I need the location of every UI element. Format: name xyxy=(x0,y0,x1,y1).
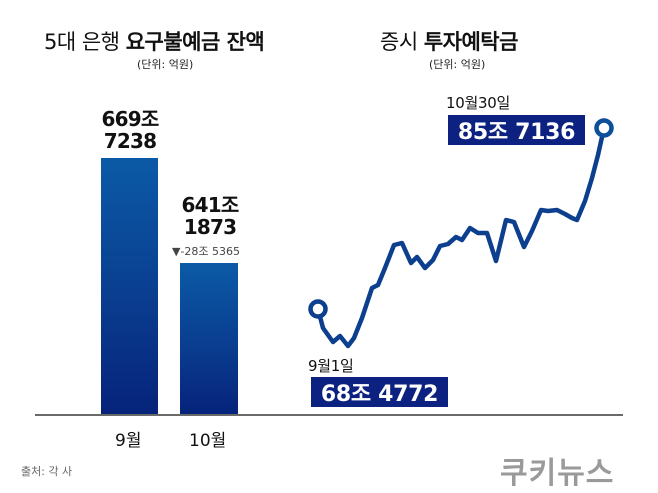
x-label-sep: 9월 xyxy=(115,431,142,451)
x-axis-baseline xyxy=(35,414,623,416)
bar-oct xyxy=(180,263,238,415)
end-date-label: 10월30일 xyxy=(446,94,510,112)
end-value: 85조 7136 xyxy=(457,120,576,145)
x-label-oct: 10월 xyxy=(189,431,227,451)
bar-value-line2: 1873 xyxy=(183,215,237,239)
end-value-box: 85조 7136 xyxy=(448,115,585,145)
left-chart-title: 5대 은행 요구불예금 잔액 xyxy=(44,26,265,56)
start-value-box: 68조 4772 xyxy=(311,377,448,407)
bar-value-line2: 7238 xyxy=(103,129,157,153)
deposit-line xyxy=(315,125,607,349)
source-label: 출처: 각 사 xyxy=(21,465,73,478)
brand-logo: 쿠키뉴스 xyxy=(500,456,615,491)
bar-value-line1: 669조 xyxy=(101,107,160,131)
end-point-marker xyxy=(594,118,614,138)
bar-value-label-sep: 669조 7238 xyxy=(90,108,170,152)
start-point-marker xyxy=(308,299,328,319)
bar-value-line1: 641조 xyxy=(181,193,240,217)
delta-label: ▼-28조 5365 xyxy=(172,245,241,258)
right-title-bold: 투자예탁금 xyxy=(423,30,519,54)
start-date-label: 9월1일 xyxy=(308,357,354,375)
left-title-bold: 요구불예금 잔액 xyxy=(125,30,265,54)
right-chart-title: 증시 투자예탁금 xyxy=(380,26,518,56)
right-title-light: 증시 xyxy=(380,30,418,54)
bar-sep xyxy=(101,158,158,415)
left-unit-label: (단위: 억원) xyxy=(137,58,194,71)
right-unit-label: (단위: 억원) xyxy=(429,58,486,71)
bar-value-label-oct: 641조 1873 xyxy=(170,194,250,238)
left-title-light: 5대 은행 xyxy=(44,30,120,54)
start-value: 68조 4772 xyxy=(320,382,439,407)
